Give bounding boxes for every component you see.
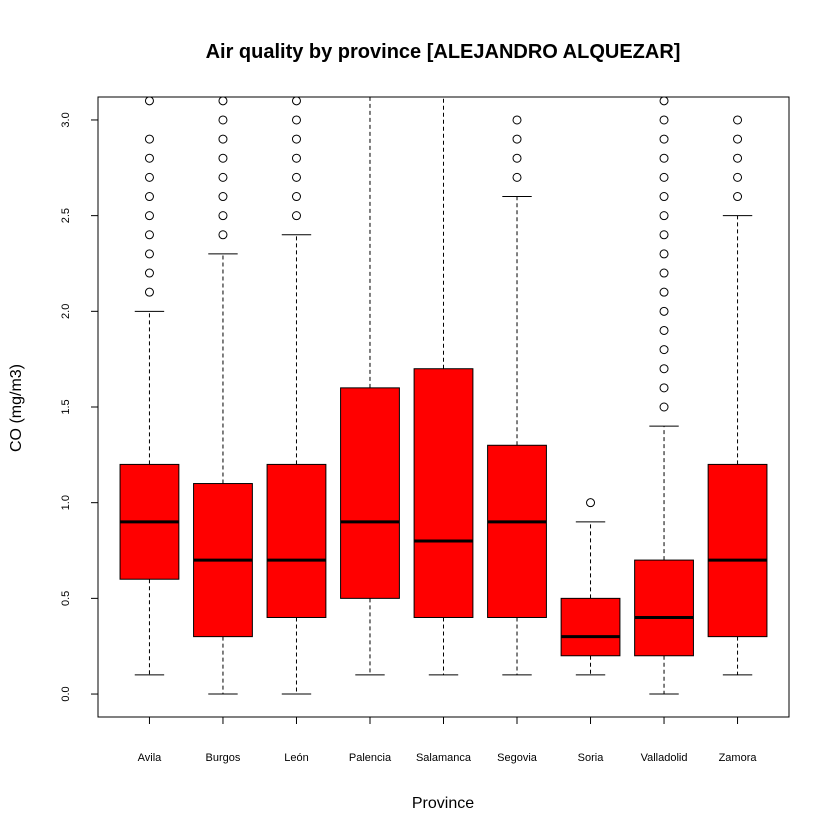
x-tick-label-0: Avila — [138, 752, 163, 764]
box-1 — [193, 97, 253, 695]
outlier-point — [291, 192, 301, 202]
outlier-point — [659, 211, 669, 221]
x-tick-label-1: Burgos — [206, 752, 241, 764]
outlier-point — [144, 97, 154, 106]
outlier-point — [218, 115, 228, 125]
outlier-point — [659, 345, 669, 355]
box-3 — [340, 97, 400, 676]
outlier-point — [659, 249, 669, 259]
outlier-point — [144, 211, 154, 221]
outlier-point — [144, 172, 154, 182]
outlier-point — [659, 172, 669, 182]
outlier-point — [144, 192, 154, 202]
outlier-point — [659, 97, 669, 106]
outlier-point — [144, 230, 154, 240]
outlier-point — [218, 230, 228, 240]
outlier-point — [218, 153, 228, 163]
outlier-point — [733, 115, 743, 125]
outlier-point — [659, 192, 669, 202]
x-tick-label-5: Segovia — [497, 752, 538, 764]
outlier-point — [659, 268, 669, 278]
outlier-point — [733, 153, 743, 163]
outlier-point — [586, 498, 596, 508]
outlier-point — [291, 211, 301, 221]
outlier-point — [218, 97, 228, 106]
x-tick-label-2: León — [284, 752, 308, 764]
outlier-point — [218, 211, 228, 221]
outlier-point — [659, 402, 669, 412]
outlier-point — [512, 172, 522, 182]
box-0 — [119, 97, 180, 676]
box-2 — [266, 97, 327, 695]
y-tick-label-0: 0.0 — [60, 686, 72, 701]
iqr-box — [340, 387, 400, 599]
outlier-point — [659, 230, 669, 240]
outlier-point — [733, 134, 743, 144]
outlier-point — [659, 134, 669, 144]
y-tick-label-4: 2.0 — [60, 304, 72, 319]
outlier-point — [144, 134, 154, 144]
iqr-box — [634, 559, 694, 657]
y-axis-label: CO (mg/m3) — [8, 364, 25, 452]
outlier-point — [218, 134, 228, 144]
chart-title: Air quality by province [ALEJANDRO ALQUE… — [206, 41, 681, 63]
outlier-point — [144, 287, 154, 297]
outlier-point — [512, 134, 522, 144]
iqr-box — [487, 444, 547, 618]
iqr-box — [707, 463, 768, 638]
x-tick-label-8: Zamora — [719, 752, 758, 764]
outlier-point — [291, 115, 301, 125]
outlier-point — [218, 172, 228, 182]
box-4 — [413, 97, 474, 676]
outlier-point — [291, 97, 301, 106]
plot-area: 0.0 0.5 1.0 1.5 2.0 2.5 3.0 Avila Burgos León Pale… — [60, 96, 790, 764]
outlier-point — [144, 153, 154, 163]
outlier-point — [291, 134, 301, 144]
outlier-point — [659, 153, 669, 163]
y-tick-label-3: 1.5 — [60, 399, 72, 414]
outlier-point — [512, 153, 522, 163]
outlier-point — [512, 115, 522, 125]
y-tick-label-2: 1.0 — [60, 495, 72, 510]
outlier-point — [659, 364, 669, 374]
outlier-point — [291, 153, 301, 163]
x-tick-label-3: Palencia — [349, 752, 392, 764]
outlier-point — [659, 325, 669, 335]
outlier-point — [733, 192, 743, 202]
outlier-point — [291, 172, 301, 182]
y-tick-label-6: 3.0 — [60, 112, 72, 127]
outlier-point — [659, 383, 669, 393]
x-axis-label: Province — [412, 795, 474, 812]
y-tick-label-5: 2.5 — [60, 208, 72, 223]
iqr-box — [413, 368, 474, 618]
outlier-point — [659, 287, 669, 297]
box-5 — [487, 115, 547, 676]
x-tick-label-6: Soria — [578, 752, 605, 764]
iqr-box — [266, 463, 327, 618]
x-tick-label-7: Valladolid — [641, 752, 688, 764]
box-6 — [560, 498, 621, 676]
box-7 — [634, 97, 694, 695]
outlier-point — [659, 115, 669, 125]
outlier-point — [144, 249, 154, 259]
outlier-point — [659, 306, 669, 316]
x-tick-label-4: Salamanca — [416, 752, 472, 764]
outlier-point — [144, 268, 154, 278]
box-8 — [707, 115, 768, 676]
iqr-box — [560, 597, 621, 657]
y-tick-label-1: 0.5 — [60, 591, 72, 606]
outlier-point — [218, 192, 228, 202]
outlier-point — [733, 172, 743, 182]
